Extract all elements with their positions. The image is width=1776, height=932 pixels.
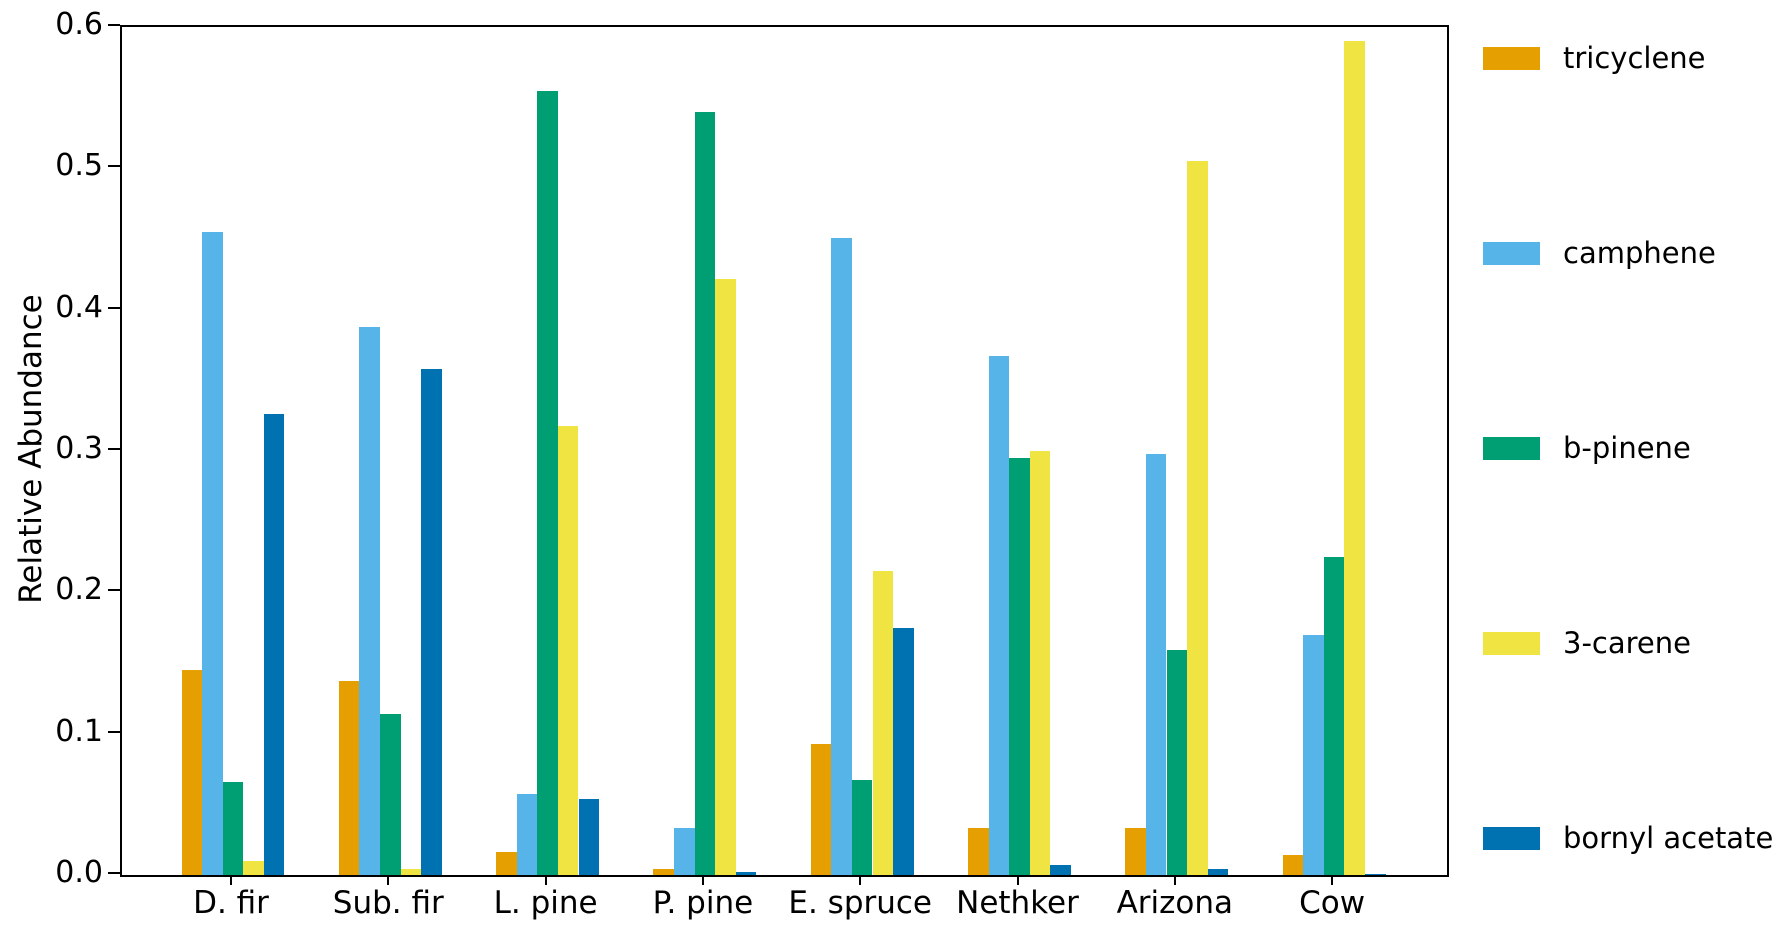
- bar-b-pinene-arizona: [1166, 650, 1188, 875]
- bar-tricyclene-p-pine: [653, 869, 674, 875]
- x-tick-label-d-fir: D. fir: [193, 885, 269, 921]
- bar-tricyclene-nethker: [968, 828, 989, 875]
- bar-b-pinene-nethker: [1009, 458, 1030, 875]
- bar-3-carene-nethker: [1029, 451, 1051, 875]
- x-tick-mark: [1173, 875, 1176, 885]
- y-tick-label-0-2: 0.2: [55, 572, 103, 608]
- x-tick-label-arizona: Arizona: [1116, 885, 1234, 921]
- bar-bornyl-acetate-sub-fir: [421, 369, 442, 875]
- legend-item-tricyclene: tricyclene: [1483, 41, 1706, 75]
- bar-tricyclene-cow: [1282, 855, 1304, 875]
- bar-bornyl-acetate-arizona: [1207, 869, 1229, 875]
- y-tick-mark: [108, 448, 120, 450]
- plot-area: [120, 25, 1449, 877]
- legend: tricyclene camphene b-pinene 3-carene bornyl…: [1483, 0, 1773, 932]
- legend-swatch-camphene: [1483, 241, 1540, 265]
- legend-item-bornyl-acetate: bornyl acetate: [1483, 821, 1773, 855]
- bar-bornyl-acetate-p-pine: [735, 872, 757, 875]
- bar-camphene-arizona: [1145, 453, 1167, 875]
- bar-tricyclene-l-pine: [496, 852, 517, 875]
- x-tick-mark: [230, 875, 232, 885]
- legend-swatch-tricyclene: [1483, 46, 1540, 70]
- y-tick-mark: [108, 730, 120, 733]
- y-tick-mark: [108, 306, 120, 309]
- bar-camphene-l-pine: [516, 794, 538, 875]
- x-tick-label-l-pine: L. pine: [493, 885, 598, 921]
- bar-camphene-sub-fir: [359, 326, 380, 875]
- x-tick-label-p-pine: P. pine: [652, 885, 754, 921]
- legend-item-camphene: camphene: [1483, 236, 1716, 270]
- bar-tricyclene-e-spruce: [810, 743, 832, 875]
- bar-bornyl-acetate-cow: [1365, 873, 1386, 875]
- legend-label-bornyl-acetate: bornyl acetate: [1563, 821, 1774, 855]
- legend-label-3-carene: 3-carene: [1563, 626, 1691, 660]
- bar-3-carene-e-spruce: [872, 571, 894, 875]
- x-tick-label-sub-fir: Sub. fir: [332, 885, 444, 921]
- bar-tricyclene-sub-fir: [338, 681, 360, 875]
- y-tick-label-0-5: 0.5: [55, 148, 103, 184]
- legend-label-tricyclene: tricyclene: [1563, 41, 1706, 75]
- x-tick-mark: [701, 875, 704, 885]
- y-tick-mark: [108, 24, 120, 26]
- bar-camphene-cow: [1303, 634, 1324, 875]
- bar-camphene-e-spruce: [831, 237, 852, 875]
- y-tick-mark: [108, 872, 120, 874]
- x-tick-label-nethker: Nethker: [956, 885, 1079, 921]
- bar-tricyclene-arizona: [1125, 828, 1146, 875]
- legend-swatch-b-pinene: [1483, 436, 1540, 460]
- bar-3-carene-cow: [1344, 41, 1365, 875]
- bar-tricyclene-d-fir: [181, 670, 203, 875]
- legend-item-b-pinene: b-pinene: [1483, 431, 1691, 465]
- bar-camphene-nethker: [988, 356, 1010, 875]
- legend-swatch-3-carene: [1483, 631, 1540, 655]
- bar-b-pinene-p-pine: [694, 111, 716, 875]
- bar-3-carene-l-pine: [557, 425, 579, 875]
- bar-bornyl-acetate-l-pine: [578, 798, 600, 875]
- bar-3-carene-sub-fir: [400, 869, 422, 875]
- y-tick-label-0-4: 0.4: [55, 289, 103, 325]
- legend-label-b-pinene: b-pinene: [1563, 431, 1691, 465]
- y-tick-label-0-0: 0.0: [55, 855, 103, 890]
- y-tick-label-0-6: 0.6: [55, 7, 103, 42]
- legend-label-camphene: camphene: [1563, 236, 1716, 270]
- bar-3-carene-p-pine: [715, 278, 736, 875]
- legend-swatch-bornyl-acetate: [1483, 826, 1540, 850]
- bar-b-pinene-cow: [1323, 557, 1345, 875]
- x-tick-mark: [859, 875, 862, 885]
- bar-b-pinene-l-pine: [537, 90, 558, 875]
- bar-bornyl-acetate-d-fir: [263, 414, 285, 875]
- bar-3-carene-arizona: [1187, 161, 1208, 875]
- x-tick-label-cow: Cow: [1299, 885, 1366, 921]
- bar-bornyl-acetate-nethker: [1050, 865, 1071, 875]
- x-tick-mark: [1016, 875, 1019, 885]
- bar-b-pinene-d-fir: [222, 781, 244, 875]
- bar-camphene-p-pine: [674, 828, 695, 875]
- x-tick-mark: [1331, 875, 1334, 885]
- x-tick-label-e-spruce: E. spruce: [788, 885, 933, 921]
- x-tick-mark: [544, 875, 547, 885]
- y-tick-label-0-1: 0.1: [55, 713, 103, 749]
- legend-item-3-carene: 3-carene: [1483, 626, 1691, 660]
- bar-b-pinene-sub-fir: [380, 713, 401, 875]
- x-tick-mark: [387, 875, 390, 885]
- y-tick-label-0-3: 0.3: [55, 431, 103, 466]
- bar-3-carene-d-fir: [243, 860, 264, 875]
- bar-b-pinene-e-spruce: [851, 780, 873, 875]
- y-tick-mark: [108, 165, 120, 168]
- bar-camphene-d-fir: [202, 231, 223, 875]
- y-tick-mark: [108, 589, 120, 592]
- bar-bornyl-acetate-e-spruce: [893, 627, 914, 875]
